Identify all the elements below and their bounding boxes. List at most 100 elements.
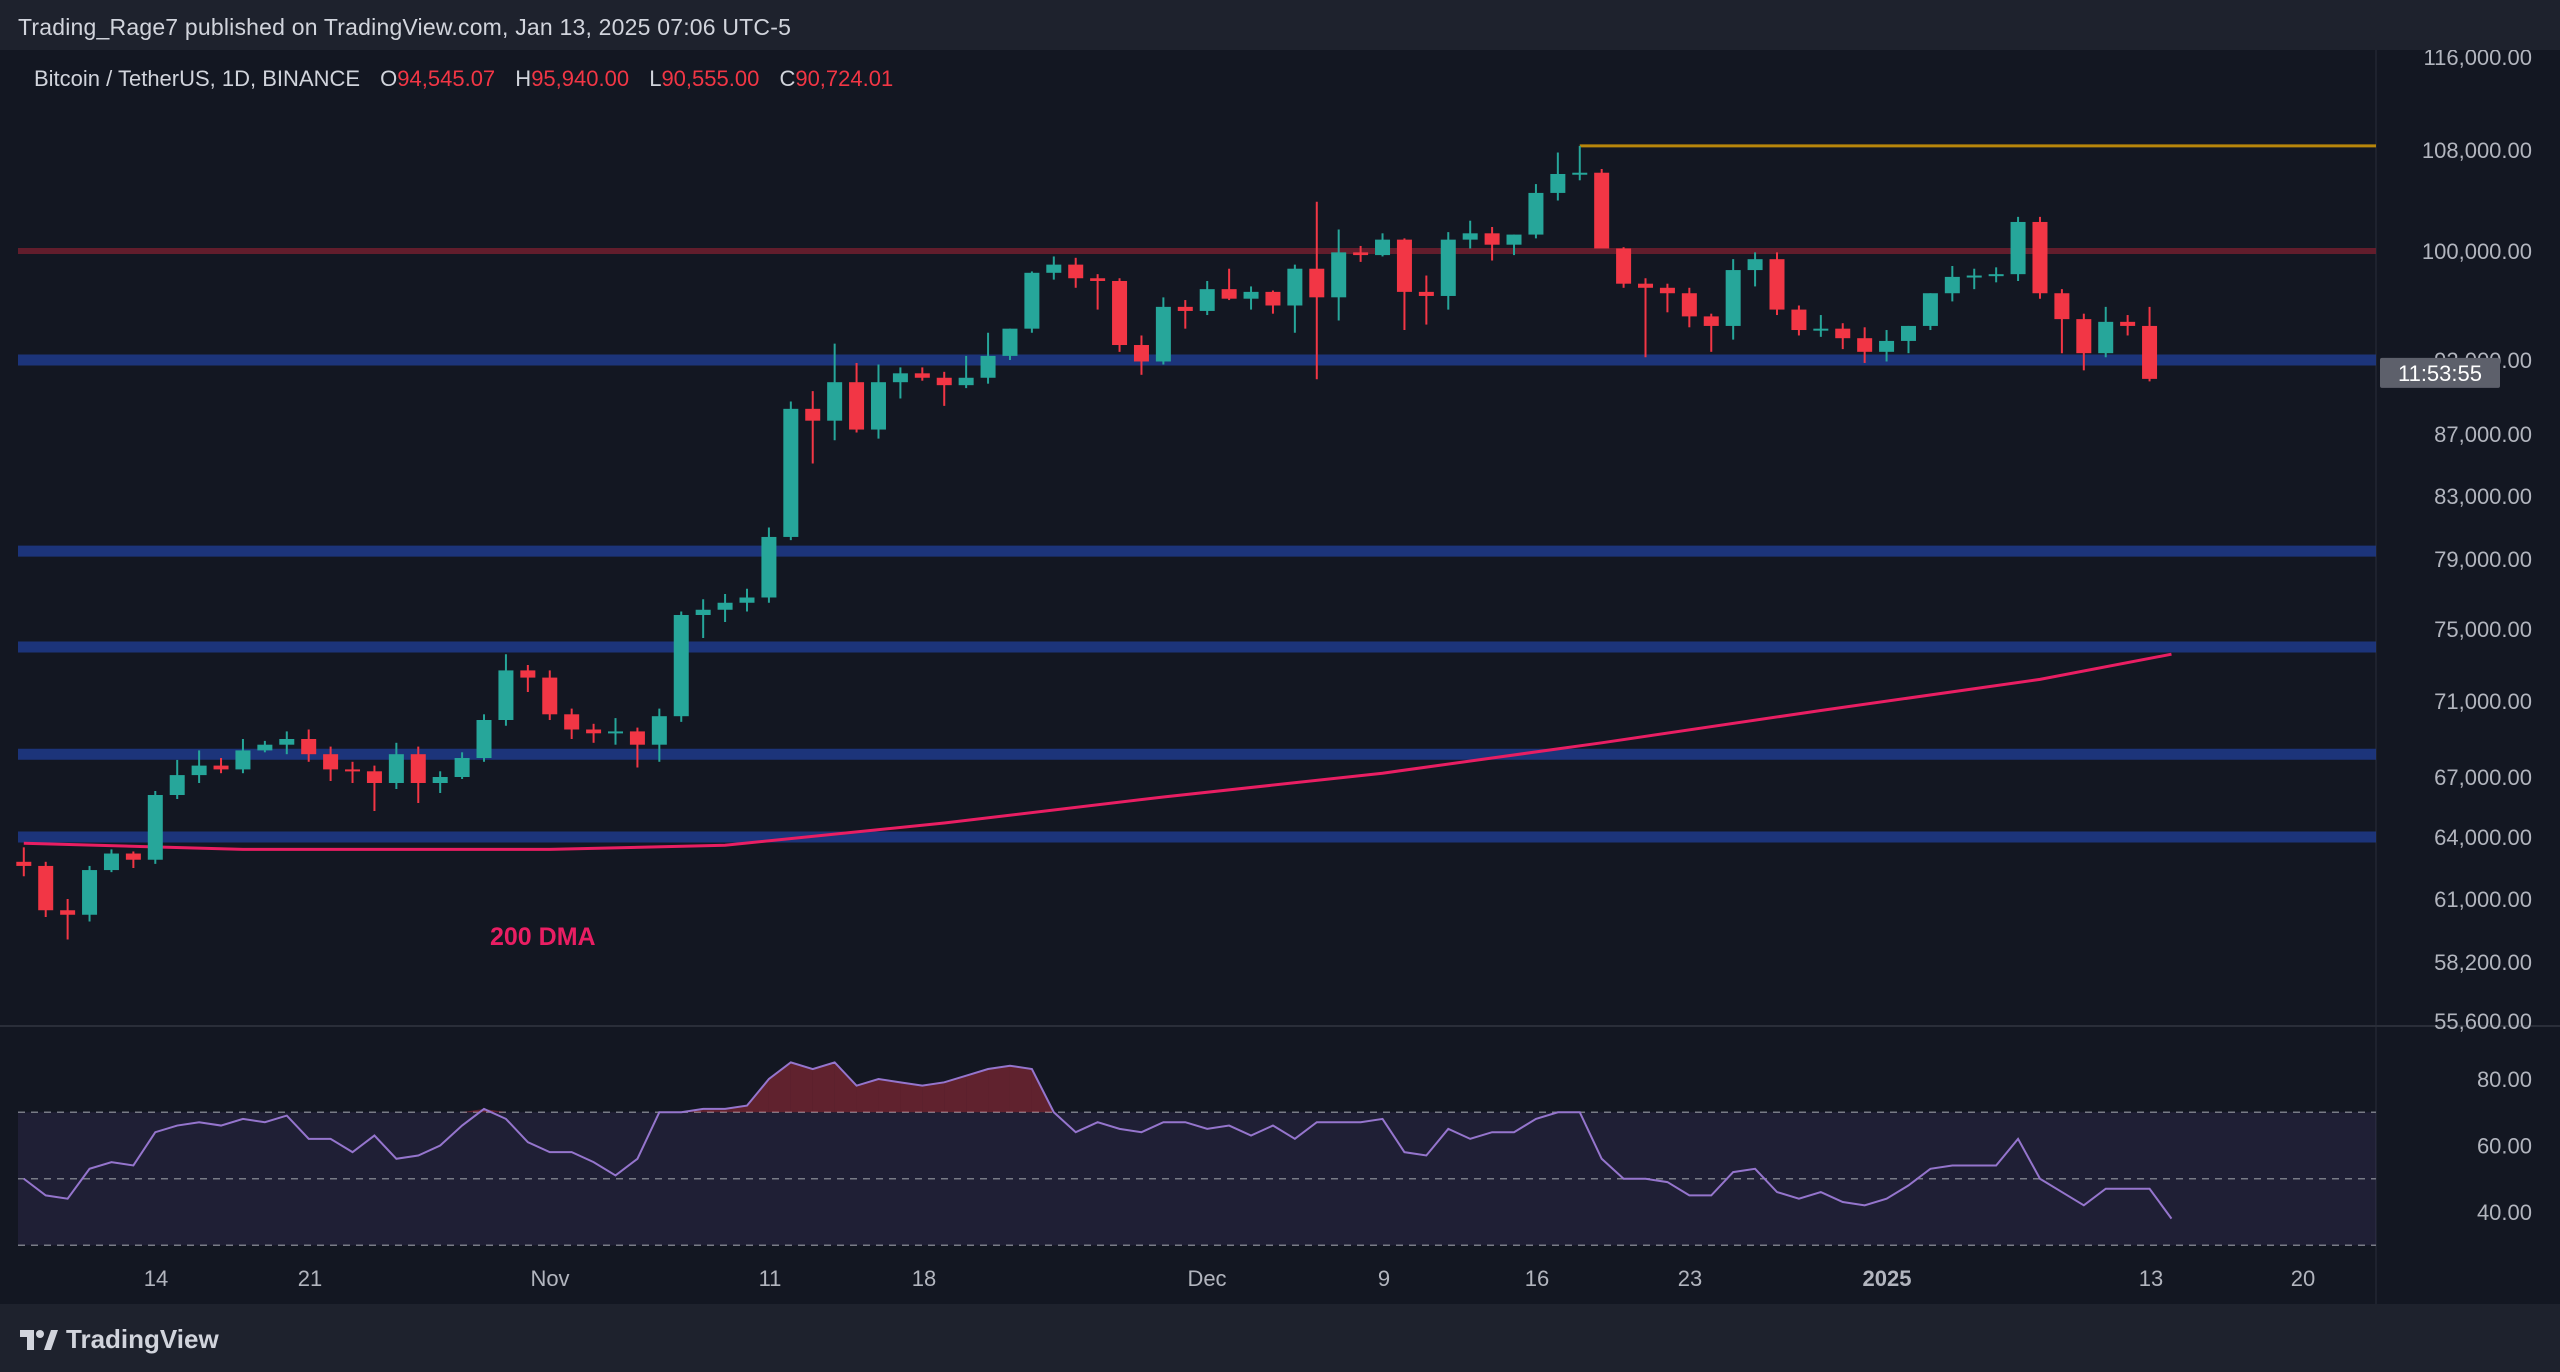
candle-body bbox=[1900, 325, 1916, 341]
low-value: 90,555.00 bbox=[661, 66, 760, 91]
candle bbox=[1725, 259, 1741, 340]
candle bbox=[38, 861, 54, 917]
candle-body bbox=[454, 758, 470, 777]
candle-body bbox=[870, 382, 886, 430]
candle bbox=[1199, 280, 1215, 316]
candle-body bbox=[1857, 338, 1873, 352]
candle bbox=[1002, 328, 1018, 360]
candle-body bbox=[1002, 328, 1018, 356]
price-tick-label: 100,000.00 bbox=[2422, 239, 2532, 264]
price-tick-label: 58,200.00 bbox=[2434, 950, 2532, 975]
candle-body bbox=[1068, 264, 1084, 279]
candle-body bbox=[2098, 321, 2114, 354]
ohlc-legend: Bitcoin / TetherUS, 1D, BINANCE O94,545.… bbox=[34, 66, 893, 92]
candle-body bbox=[410, 754, 426, 783]
rsi-overbought-fill bbox=[922, 1082, 945, 1113]
candle bbox=[629, 727, 645, 768]
candle-body bbox=[1879, 340, 1895, 352]
candle bbox=[301, 729, 317, 762]
rsi-tick-label: 80.00 bbox=[2477, 1067, 2532, 1092]
candle bbox=[1265, 290, 1281, 314]
candle bbox=[432, 771, 448, 793]
candle-body bbox=[191, 765, 207, 776]
candle-body bbox=[1638, 283, 1654, 288]
candle bbox=[1375, 233, 1391, 257]
candle-body bbox=[498, 670, 514, 720]
time-tick-label: Dec bbox=[1187, 1266, 1226, 1291]
candle-body bbox=[1659, 287, 1675, 294]
tradingview-logo-icon bbox=[20, 1329, 58, 1350]
candle-body bbox=[958, 377, 974, 386]
candle-body bbox=[1725, 270, 1741, 326]
candle bbox=[60, 899, 76, 940]
candle bbox=[388, 742, 404, 789]
candle bbox=[2054, 289, 2070, 354]
open-label: O bbox=[380, 66, 398, 91]
candle-body bbox=[673, 615, 689, 717]
candle-body bbox=[1835, 328, 1851, 339]
rsi-overbought-fill bbox=[988, 1065, 1010, 1113]
candle-body bbox=[1177, 306, 1193, 311]
rsi-overbought-fill bbox=[462, 1108, 485, 1113]
candle-body bbox=[761, 536, 777, 598]
candle bbox=[1221, 268, 1237, 301]
candle bbox=[1462, 220, 1478, 249]
candle bbox=[564, 708, 580, 739]
rsi-line bbox=[23, 1061, 2173, 1220]
candle-body bbox=[1396, 239, 1412, 292]
rsi-overbought-fill bbox=[944, 1075, 967, 1113]
candle-body bbox=[914, 373, 930, 378]
time-tick-label: 18 bbox=[912, 1266, 936, 1291]
candle bbox=[279, 731, 295, 755]
time-tick-label: 21 bbox=[298, 1266, 322, 1291]
candle bbox=[1112, 278, 1128, 352]
candle-body bbox=[827, 382, 843, 421]
candle bbox=[1243, 286, 1259, 310]
candle-body bbox=[323, 754, 339, 770]
candle bbox=[1594, 168, 1610, 249]
candle bbox=[1287, 264, 1303, 333]
candle-body bbox=[564, 714, 580, 730]
dma-200-label: 200 DMA bbox=[490, 923, 596, 951]
candle-body bbox=[1572, 172, 1588, 175]
price-tick-label: 87,000.00 bbox=[2434, 422, 2532, 447]
rsi-overbought-fill bbox=[812, 1062, 835, 1113]
rsi-overbought-fill bbox=[1009, 1065, 1032, 1113]
candle bbox=[2142, 306, 2158, 382]
candle-body bbox=[1747, 259, 1763, 271]
candle-body bbox=[279, 739, 295, 745]
candle bbox=[717, 594, 733, 622]
time-tick-label: 20 bbox=[2291, 1266, 2315, 1291]
candle-body bbox=[849, 382, 865, 430]
rsi-tick-label: 60.00 bbox=[2477, 1134, 2532, 1159]
candle bbox=[323, 746, 339, 781]
candle bbox=[1616, 247, 1632, 288]
candle bbox=[1681, 287, 1697, 328]
candle bbox=[1922, 293, 1938, 331]
candle-body bbox=[1155, 306, 1171, 362]
candle bbox=[1966, 268, 1982, 290]
candle-body bbox=[38, 865, 54, 911]
time-tick-label: 11 bbox=[759, 1266, 782, 1291]
candle bbox=[16, 847, 32, 877]
candle-body bbox=[1440, 239, 1456, 296]
candle-body bbox=[1090, 278, 1106, 281]
chart-svg[interactable]: 200 DMA116,000.00108,000.00100,000.0092,… bbox=[0, 50, 2560, 1304]
close-value: 90,724.01 bbox=[795, 66, 894, 91]
header-bar: Trading_Rage7 published on TradingView.c… bbox=[0, 0, 2560, 50]
chart-area[interactable]: 200 DMA116,000.00108,000.00100,000.0092,… bbox=[0, 50, 2560, 1304]
candle bbox=[1988, 267, 2004, 283]
candle bbox=[1550, 152, 1566, 201]
price-tick-label: 64,000.00 bbox=[2434, 825, 2532, 850]
candle bbox=[1506, 234, 1522, 256]
candle-body bbox=[783, 408, 799, 537]
time-tick-label: Nov bbox=[530, 1266, 569, 1291]
candle-body bbox=[1528, 192, 1544, 235]
candle-body bbox=[1681, 293, 1697, 317]
candle bbox=[673, 611, 689, 722]
candle-body bbox=[1966, 275, 1982, 278]
tradingview-logo[interactable]: TradingView bbox=[18, 1324, 219, 1355]
main-pane-bg bbox=[0, 50, 2560, 1024]
candle bbox=[958, 355, 974, 389]
rsi-overbought-fill bbox=[834, 1062, 857, 1113]
